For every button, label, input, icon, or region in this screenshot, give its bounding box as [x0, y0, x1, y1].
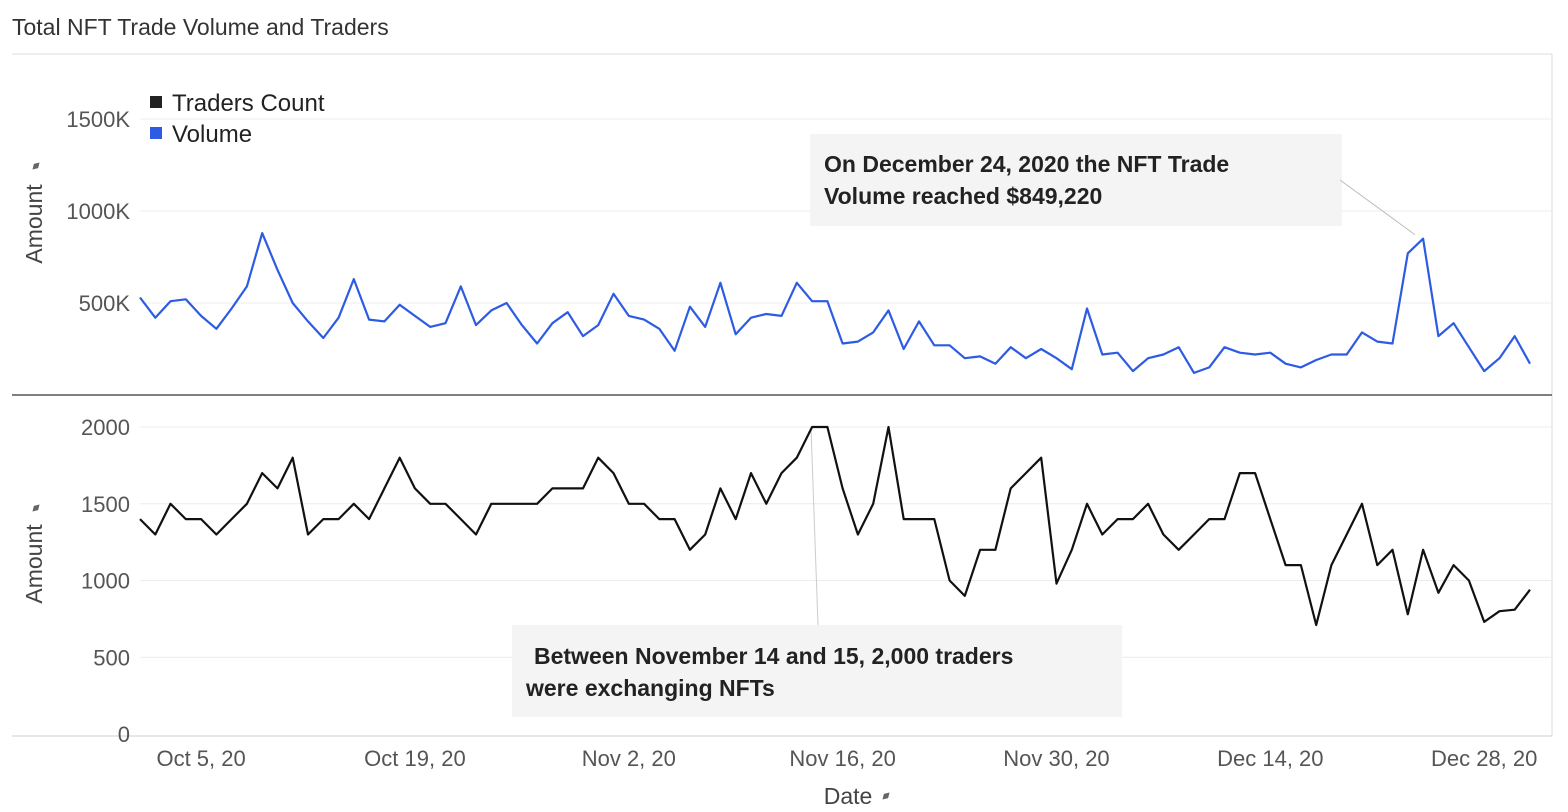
legend-swatch [150, 96, 162, 108]
y-tick-label-bottom: 500 [93, 645, 130, 670]
x-tick-label: Nov 2, 20 [582, 746, 676, 771]
y-tick-label-bottom: 1000 [81, 569, 130, 594]
x-tick-label: Nov 30, 20 [1003, 746, 1109, 771]
x-tick-label: Oct 5, 20 [156, 746, 245, 771]
pin-icon [32, 504, 40, 512]
pin-icon [32, 162, 40, 170]
y-axis-title-bottom: Amount [21, 524, 47, 604]
chart-title: Total NFT Trade Volume and Traders [12, 14, 389, 40]
y-tick-label-bottom: 0 [118, 722, 130, 747]
x-axis-title: Date [824, 783, 873, 809]
y-tick-label-top: 500K [79, 291, 131, 316]
legend-label: Traders Count [172, 90, 325, 117]
y-tick-label-top: 1000K [66, 199, 130, 224]
y-tick-label-bottom: 2000 [81, 415, 130, 440]
volume-series-line [139, 232, 1531, 374]
annotation-box-bottom [512, 625, 1122, 717]
annotation-text-top-line2: Volume reached $849,220 [824, 183, 1102, 209]
x-tick-label: Oct 19, 20 [364, 746, 466, 771]
y-tick-label-bottom: 1500 [81, 492, 130, 517]
x-tick-label: Dec 14, 20 [1217, 746, 1323, 771]
y-tick-label-top: 1500K [66, 107, 130, 132]
annotation-text-bottom-line2: were exchanging NFTs [525, 675, 775, 701]
traders-count-series-line [139, 425, 1531, 627]
annotation-box-top [810, 134, 1342, 226]
annotation-connector-bottom [810, 430, 819, 626]
x-tick-label: Nov 16, 20 [789, 746, 895, 771]
annotation-text-bottom-line1: Between November 14 and 15, 2,000 trader… [534, 643, 1013, 669]
pin-icon [882, 792, 890, 800]
annotation-text-top-line1: On December 24, 2020 the NFT Trade [824, 151, 1229, 177]
y-axis-title-top: Amount [21, 184, 47, 264]
legend-swatch [150, 127, 162, 139]
legend-label: Volume [172, 121, 252, 148]
x-tick-label: Dec 28, 20 [1431, 746, 1537, 771]
annotation-connector-top [1339, 179, 1416, 236]
